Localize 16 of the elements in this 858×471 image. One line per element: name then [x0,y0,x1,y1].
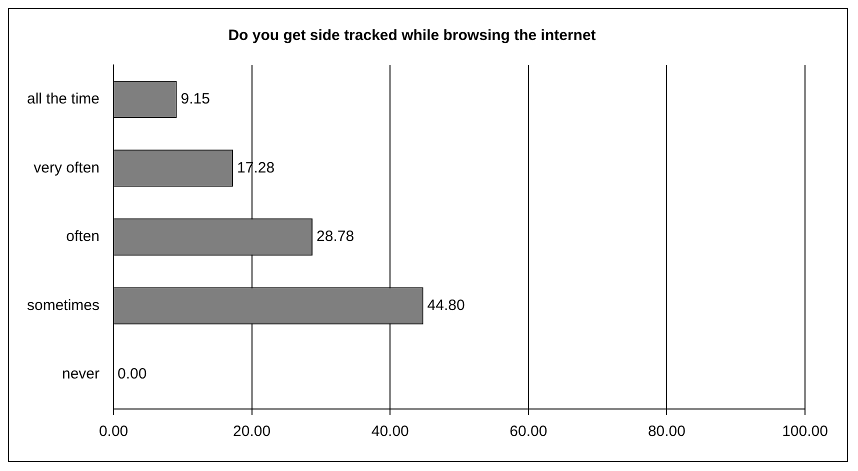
y-tick-label: never [62,366,100,383]
data-label: 44.80 [427,296,465,314]
y-tick-label: all the time [26,90,100,108]
y-tick-label: often [66,228,100,246]
x-tick-label: 40.00 [371,423,409,440]
y-tick-label: sometimes [27,296,100,314]
data-label: 0.00 [118,366,147,383]
x-tick-label: 60.00 [510,423,548,440]
x-tick-label: 20.00 [233,423,271,440]
y-tick-label: very often [34,159,100,176]
data-label: 9.15 [180,90,210,108]
chart-title: Do you get side tracked while browsing the internet [228,27,596,44]
data-label: 28.78 [316,228,354,246]
x-tick-label: 80.00 [648,423,686,440]
x-tick-label: 0.00 [98,423,128,440]
x-tick-label: 100.00 [782,423,828,440]
